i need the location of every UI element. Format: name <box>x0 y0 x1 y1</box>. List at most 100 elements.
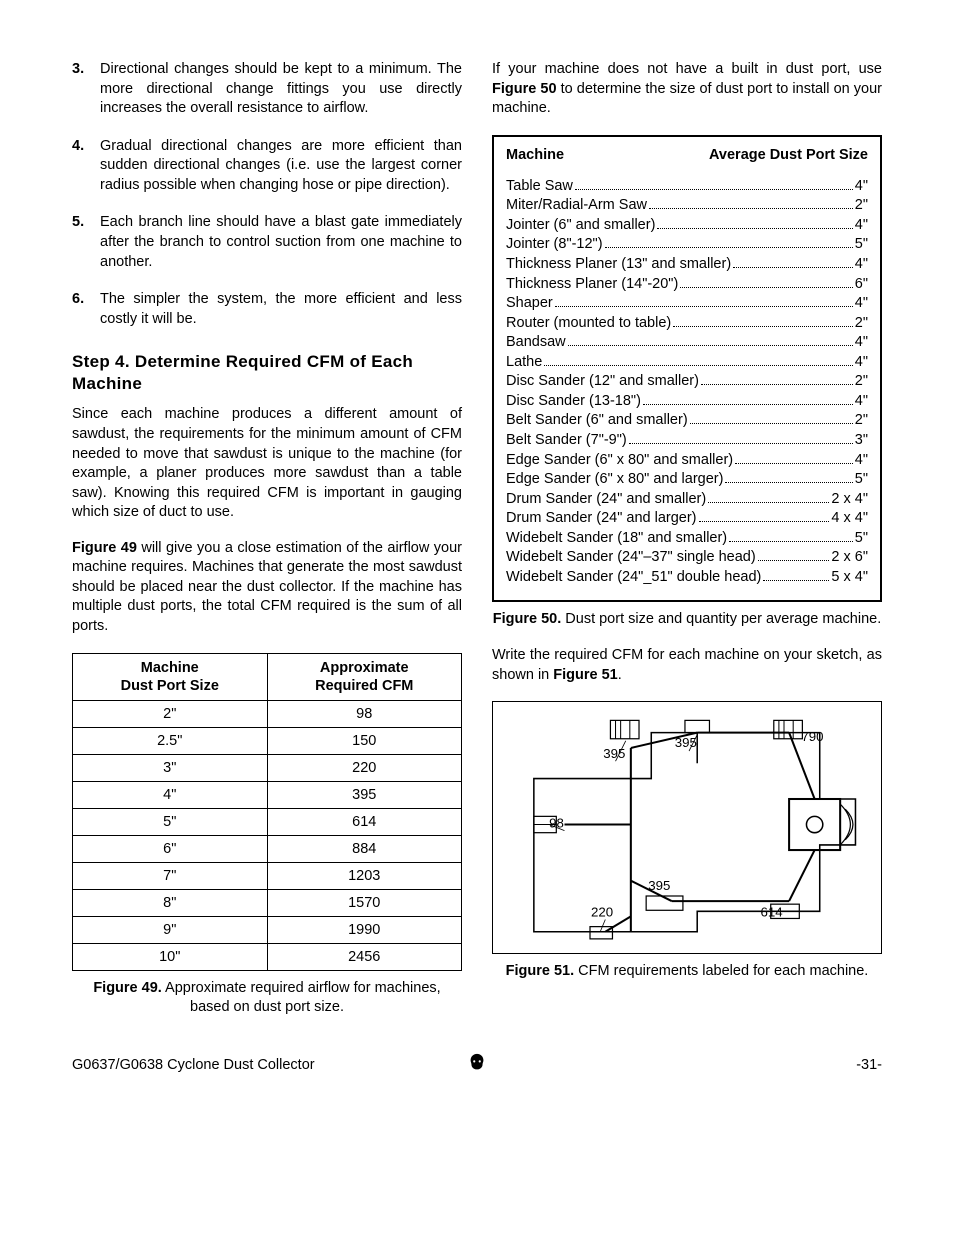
right-paragraph-2: Write the required CFM for each machine … <box>492 646 882 685</box>
port-row: Lathe4" <box>506 353 868 373</box>
port-row-value: 2" <box>855 411 868 431</box>
port-row-value: 3" <box>855 431 868 451</box>
port-row: Thickness Planer (13" and smaller) 4" <box>506 255 868 275</box>
port-row-value: 4" <box>855 353 868 373</box>
fig51-label: Figure 51. <box>506 963 575 979</box>
port-row-value: 4 x 4" <box>831 509 868 529</box>
port-head: Machine Average Dust Port Size <box>506 147 868 163</box>
figure-51-caption: Figure 51. CFM requirements labeled for … <box>492 962 882 981</box>
cfm-head-left-l2: Dust Port Size <box>121 678 219 694</box>
port-row-value: 4" <box>855 333 868 353</box>
cfm-head-right-l1: Approximate <box>320 660 409 676</box>
step-heading: Step 4. Determine Required CFM of Each M… <box>72 351 462 395</box>
port-row: Bandsaw4" <box>506 333 868 353</box>
port-row: Widebelt Sander (24"–37" single head) 2 x… <box>506 548 868 568</box>
port-row-value: 5" <box>855 470 868 490</box>
port-head-right: Average Dust Port Size <box>709 147 868 163</box>
port-row-dots <box>605 247 853 248</box>
table-cell: 8" <box>73 889 268 916</box>
port-row-dots <box>680 287 853 288</box>
port-row: Table Saw 4" <box>506 177 868 197</box>
port-row-machine: Thickness Planer (14"-20") <box>506 275 678 295</box>
table-cell: 884 <box>267 835 462 862</box>
table-row: 3"220 <box>73 754 462 781</box>
list-item: 6.The simpler the system, the more effic… <box>72 290 462 329</box>
page-footer: G0637/G0638 Cyclone Dust Collector -31- <box>72 1057 882 1073</box>
port-row-dots <box>643 404 853 405</box>
list-item: 4.Gradual directional changes are more e… <box>72 137 462 196</box>
port-row-dots <box>708 502 829 503</box>
table-cell: 2" <box>73 700 268 727</box>
port-row-machine: Edge Sander (6" x 80" and smaller) <box>506 451 733 471</box>
table-cell: 1203 <box>267 862 462 889</box>
cfm-head-left-l1: Machine <box>141 660 199 676</box>
port-row-dots <box>649 208 853 209</box>
list-item-number: 6. <box>72 290 100 329</box>
right-column: If your machine does not have a built in… <box>492 60 882 1017</box>
port-row: Router (mounted to table)2" <box>506 314 868 334</box>
port-row-machine: Widebelt Sander (24"–37" single head) <box>506 548 756 568</box>
fig51-text: CFM requirements labeled for each machin… <box>574 963 868 979</box>
table-cell: 3" <box>73 754 268 781</box>
table-cell: 2.5" <box>73 727 268 754</box>
table-row: 5"614 <box>73 808 462 835</box>
list-item-number: 5. <box>72 213 100 272</box>
port-row-dots <box>575 189 853 190</box>
list-item-text: The simpler the system, the more efficie… <box>100 290 462 329</box>
list-item-text: Directional changes should be kept to a … <box>100 60 462 119</box>
left-paragraph-1: Since each machine produces a different … <box>72 405 462 522</box>
port-row-dots <box>699 521 830 522</box>
port-row-machine: Belt Sander (6" and smaller) <box>506 411 688 431</box>
sketch-cfm-label: 395 <box>603 747 625 762</box>
port-row: Belt Sander (6" and smaller) 2" <box>506 411 868 431</box>
right-p2-a: Write the required CFM for each machine … <box>492 647 882 683</box>
port-row-dots <box>657 228 852 229</box>
port-row-dots <box>733 267 853 268</box>
cfm-head-left: Machine Dust Port Size <box>73 653 268 700</box>
table-cell: 6" <box>73 835 268 862</box>
table-cell: 2456 <box>267 943 462 970</box>
port-row-value: 5 x 4" <box>831 568 868 588</box>
sketch-cfm-label: 98 <box>549 816 564 831</box>
table-row: 9"1990 <box>73 916 462 943</box>
table-cell: 1570 <box>267 889 462 916</box>
port-head-left: Machine <box>506 147 564 163</box>
port-row-value: 4" <box>855 255 868 275</box>
right-p1-a: If your machine does not have a built in… <box>492 61 882 77</box>
port-row-machine: Table Saw <box>506 177 573 197</box>
list-item-number: 4. <box>72 137 100 196</box>
table-row: 2.5"150 <box>73 727 462 754</box>
figure-50-caption: Figure 50. Dust port size and quantity p… <box>492 610 882 629</box>
dust-port-box: Machine Average Dust Port Size Table Saw… <box>492 135 882 602</box>
port-row: Disc Sander (12" and smaller)2" <box>506 372 868 392</box>
list-item-text: Gradual directional changes are more eff… <box>100 137 462 196</box>
table-cell: 1990 <box>267 916 462 943</box>
port-row-value: 4" <box>855 177 868 197</box>
port-row: Edge Sander (6" x 80" and smaller)4" <box>506 451 868 471</box>
port-row-dots <box>544 365 852 366</box>
port-row-machine: Edge Sander (6" x 80" and larger) <box>506 470 723 490</box>
fig49-ref: Figure 49 <box>72 540 137 556</box>
right-p2-c: . <box>618 667 622 683</box>
port-row: Belt Sander (7"-9") 3" <box>506 431 868 451</box>
port-row-dots <box>690 423 853 424</box>
port-row-dots <box>729 541 853 542</box>
port-row-machine: Jointer (8"-12") <box>506 235 603 255</box>
port-row-dots <box>673 326 853 327</box>
fig50-text: Dust port size and quantity per average … <box>561 611 881 627</box>
port-row-machine: Belt Sander (7"-9") <box>506 431 627 451</box>
port-row: Thickness Planer (14"-20")6" <box>506 275 868 295</box>
port-row: Miter/Radial-Arm Saw 2" <box>506 196 868 216</box>
table-cell: 7" <box>73 862 268 889</box>
sketch-svg: 39539579098395220614 <box>493 702 881 947</box>
cfm-head-right: Approximate Required CFM <box>267 653 462 700</box>
port-row-machine: Thickness Planer (13" and smaller) <box>506 255 731 275</box>
table-cell: 4" <box>73 781 268 808</box>
sketch-cfm-label: 395 <box>648 878 670 893</box>
table-cell: 614 <box>267 808 462 835</box>
port-row: Edge Sander (6" x 80" and larger) 5" <box>506 470 868 490</box>
port-row-value: 2 x 6" <box>831 548 868 568</box>
port-row-value: 2" <box>855 196 868 216</box>
port-row-machine: Miter/Radial-Arm Saw <box>506 196 647 216</box>
left-column: 3.Directional changes should be kept to … <box>72 60 462 1017</box>
